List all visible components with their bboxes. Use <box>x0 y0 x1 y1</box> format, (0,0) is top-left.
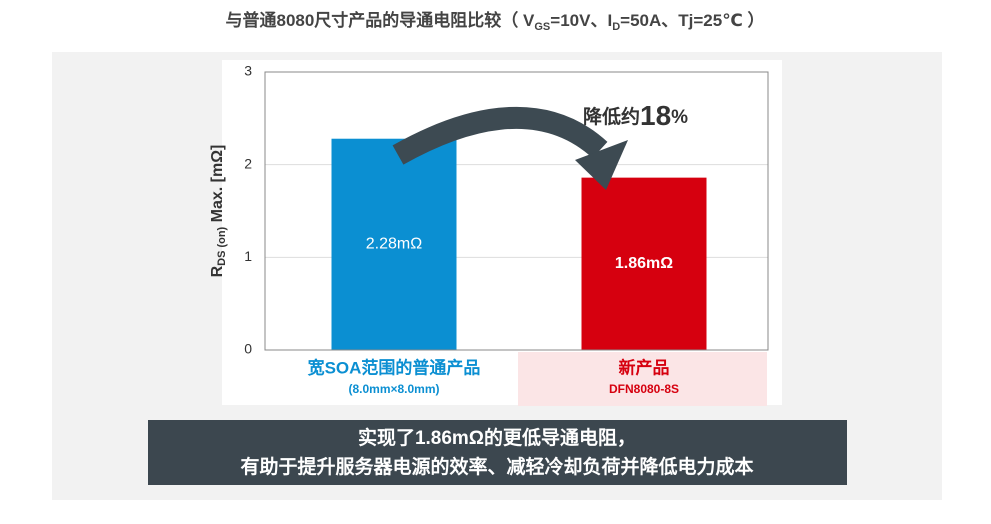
footer-line: 有助于提升服务器电源的效率、减轻冷却负荷并降低电力成本 <box>240 455 753 478</box>
y-axis-label: RDS (on) Max. [mΩ] <box>209 145 228 278</box>
y-label-sub: DS <box>216 251 228 266</box>
annotation-part: 18 <box>640 100 671 131</box>
highlight-box <box>518 352 767 406</box>
bar <box>581 177 707 350</box>
category-note: (8.0mm×8.0mm) <box>348 382 439 396</box>
y-label-sub: (on) <box>216 226 228 247</box>
arrow-head <box>575 140 628 190</box>
arrow <box>392 106 608 165</box>
y-label-part: R <box>209 265 226 277</box>
y-tick-label: 2 <box>244 155 252 171</box>
title-sub: D <box>612 21 620 33</box>
title-part: =50A、Tj=25℃ ） <box>620 10 764 30</box>
axis-frame <box>264 71 769 351</box>
y-tick-label: 1 <box>244 248 252 264</box>
annotation-part: 降低约 <box>583 105 640 128</box>
value-label: 2.28mΩ <box>366 236 422 253</box>
bar <box>331 138 457 350</box>
y-label-part: Max. [mΩ] <box>209 145 226 227</box>
footer-line: 实现了1.86mΩ的更低导通电阻， <box>358 426 636 449</box>
annotation: 降低约18% <box>583 100 688 131</box>
title-part: =10V、I <box>550 11 612 30</box>
x-tick-label: 宽SOA范围的普通产品 <box>308 357 481 377</box>
title-part: 与普通8080尺寸产品的导通电阻比较（ V <box>225 10 535 30</box>
category-note: DFN8080-8S <box>609 382 679 396</box>
x-tick-label: 新产品 <box>619 357 670 377</box>
y-tick-label: 3 <box>244 63 252 79</box>
annotation-part: % <box>671 107 688 128</box>
chart-title: 与普通8080尺寸产品的导通电阻比较（ VGS=10V、ID=50A、Tj=25… <box>225 10 764 32</box>
title-sub: GS <box>534 21 550 33</box>
value-label: 1.86mΩ <box>615 255 673 272</box>
y-tick-label: 0 <box>244 341 252 357</box>
footer-box <box>148 420 847 485</box>
